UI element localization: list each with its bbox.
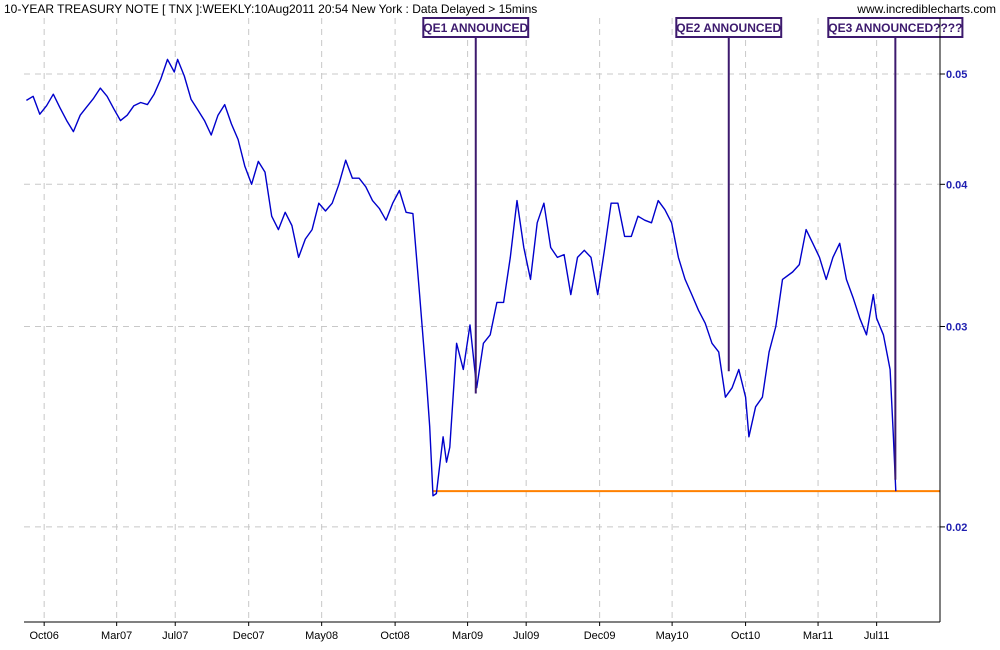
y-tick-label-1: 0.04 — [946, 179, 968, 191]
annotation-label-1: QE1 ANNOUNCED — [423, 21, 528, 35]
x-tick-label-5: Oct08 — [380, 630, 409, 642]
price-series-line-0 — [26, 58, 897, 497]
y-tick-label-3: 0.02 — [946, 522, 967, 534]
y-tick-label-0: 0.05 — [946, 69, 967, 81]
annotation-label-2: QE2 ANNOUNCED — [676, 21, 781, 35]
x-tick-label-6: Mar09 — [452, 630, 483, 642]
annotation-3: QE3 ANNOUNCED???? — [827, 17, 964, 480]
annotation-2: QE2 ANNOUNCED — [675, 17, 783, 372]
y-tick-label-2: 0.03 — [946, 322, 967, 334]
x-tick-label-7: Jul09 — [513, 630, 539, 642]
x-tick-label-12: Jul11 — [864, 630, 889, 642]
x-tick-label-8: Dec09 — [584, 630, 616, 642]
annotation-layer: QE1 ANNOUNCED QE2 ANNOUNCED QE3 ANNOUNCED?… — [422, 17, 964, 480]
x-tick-label-0: Oct06 — [29, 630, 58, 642]
series-layer — [26, 58, 940, 497]
x-tick-label-2: Jul07 — [162, 630, 188, 642]
x-tick-label-3: Dec07 — [233, 630, 265, 642]
annotation-1: QE1 ANNOUNCED — [422, 17, 530, 394]
x-tick-label-11: Mar11 — [803, 630, 833, 642]
axis-layer: 0.05 0.04 0.03 0.02 Oct06 Mar07 Jul07 Dec07 May0… — [24, 18, 968, 642]
x-tick-label-4: May08 — [305, 630, 338, 642]
x-tick-label-10: Oct10 — [731, 630, 760, 642]
annotation-box-2 — [675, 17, 783, 38]
annotation-box-3 — [827, 17, 964, 38]
x-tick-label-1: Mar07 — [101, 630, 132, 642]
annotation-box-1 — [422, 17, 530, 38]
annotation-label-3: QE3 ANNOUNCED???? — [828, 21, 962, 35]
watermark: www.incrediblecharts.com — [856, 2, 996, 16]
x-tick-label-9: May10 — [656, 630, 689, 642]
chart-title: 10-YEAR TREASURY NOTE [ TNX ]:WEEKLY:10A… — [4, 2, 537, 16]
